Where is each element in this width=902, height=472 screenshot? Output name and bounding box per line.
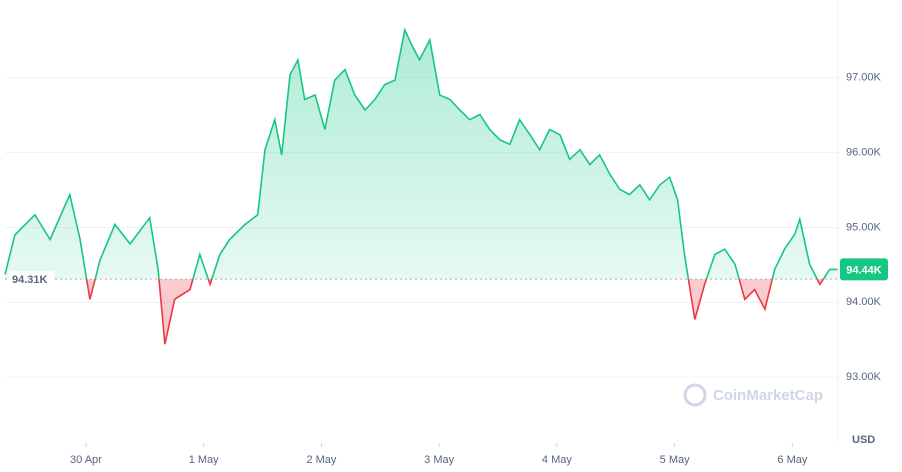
area-up <box>5 29 838 280</box>
y-tick-label: 97.00K <box>846 72 882 84</box>
y-tick-label: 95.00K <box>846 221 882 233</box>
x-tick-label: 2 May <box>306 454 336 466</box>
price-line-down <box>85 279 825 345</box>
current-price-label: 94.44K <box>846 264 882 276</box>
x-tick-label: 1 May <box>189 454 219 466</box>
x-tick-label: 6 May <box>777 454 807 466</box>
y-tick-label: 94.00K <box>846 296 882 308</box>
x-tick-label: 3 May <box>424 454 454 466</box>
y-tick-label: 96.00K <box>846 147 882 159</box>
y-axis-label: USD <box>852 434 875 446</box>
current-price-badge <box>840 258 888 281</box>
baseline-label: 94.31K <box>12 274 48 286</box>
x-tick-label: 30 Apr <box>70 454 102 466</box>
price-line-up <box>4 27 838 280</box>
baseline-label-bg <box>8 271 54 288</box>
x-tick-label: 5 May <box>660 454 690 466</box>
watermark-text: CoinMarketCap <box>713 387 823 404</box>
y-tick-label: 93.00K <box>846 371 882 383</box>
x-tick-label: 4 May <box>542 454 572 466</box>
watermark: CoinMarketCap <box>683 383 823 407</box>
